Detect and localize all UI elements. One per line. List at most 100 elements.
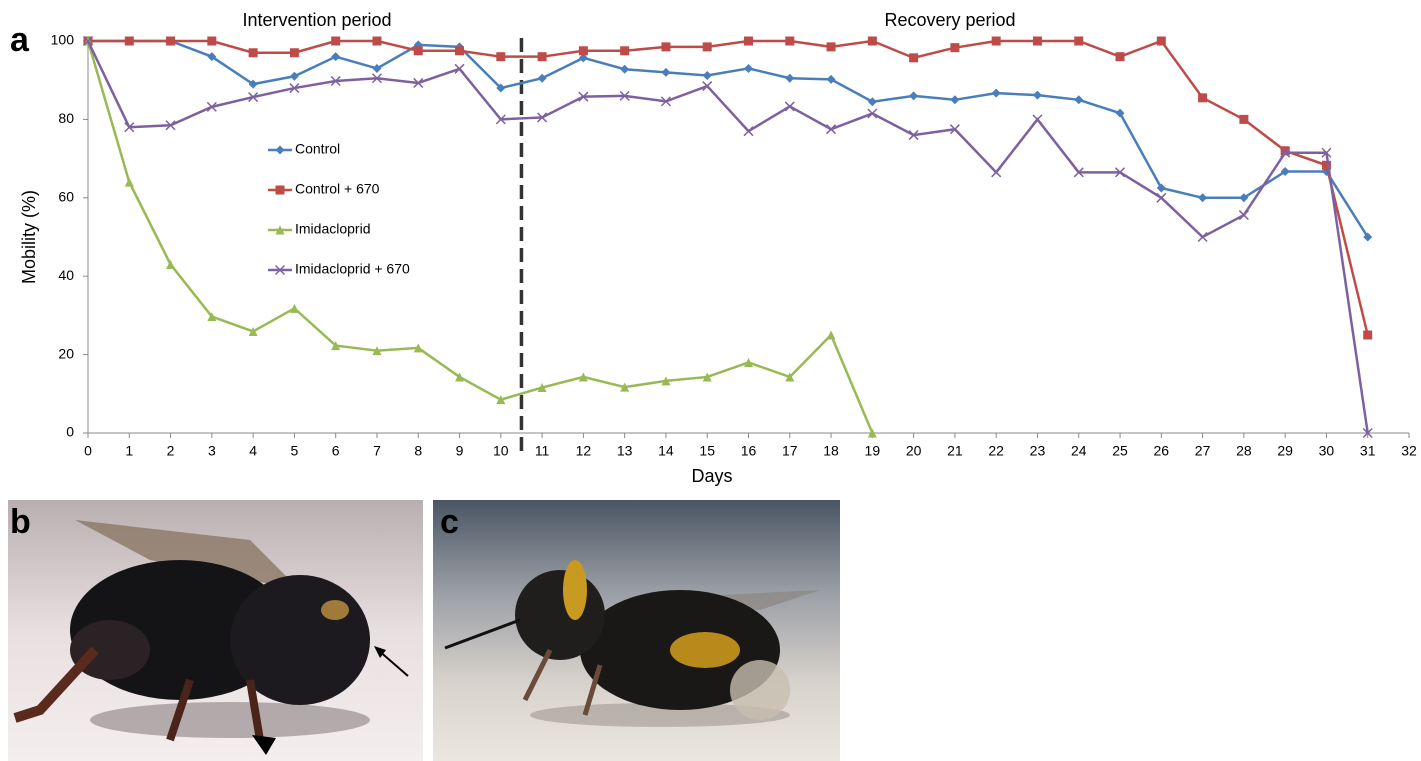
x-tick-label: 12 (576, 443, 592, 459)
marker (1362, 427, 1373, 439)
marker (207, 36, 217, 46)
legend-label: Control + 670 (295, 181, 380, 197)
marker (826, 74, 836, 84)
marker (991, 88, 1001, 98)
marker (785, 372, 795, 382)
marker (867, 428, 877, 438)
x-tick-label: 5 (291, 443, 299, 459)
panel-label: c (440, 503, 459, 541)
marker (124, 36, 134, 46)
photo-c (433, 500, 840, 761)
panel-label: b (10, 503, 31, 541)
marker (578, 53, 588, 63)
marker (578, 372, 588, 382)
marker (661, 42, 671, 52)
x-tick-label: 32 (1401, 443, 1417, 459)
marker (702, 42, 712, 52)
x-tick-label: 24 (1071, 443, 1087, 459)
marker (248, 326, 258, 336)
marker (1032, 114, 1043, 125)
series-line (86, 40, 1369, 434)
marker (454, 63, 465, 74)
y-tick-label: 0 (66, 424, 74, 440)
marker (619, 90, 630, 101)
photo-b (8, 500, 423, 761)
marker (785, 36, 795, 46)
x-tick-label: 7 (373, 443, 381, 459)
annotation: Recovery period (884, 10, 1015, 30)
marker (1363, 232, 1373, 242)
x-tick-label: 9 (456, 443, 464, 459)
marker (496, 52, 506, 62)
marker (495, 114, 506, 125)
marker (1032, 36, 1042, 46)
marker (207, 312, 217, 322)
x-tick-label: 1 (125, 443, 133, 459)
x-tick-label: 29 (1277, 443, 1293, 459)
x-tick-label: 18 (823, 443, 839, 459)
x-tick-label: 16 (741, 443, 757, 459)
y-tick-label: 20 (58, 345, 74, 361)
marker (289, 303, 299, 313)
marker (1115, 52, 1125, 62)
legend-label: Imidacloprid + 670 (295, 261, 410, 277)
y-tick-label: 80 (58, 110, 74, 126)
marker (908, 130, 919, 141)
x-tick-label: 25 (1112, 443, 1128, 459)
marker (826, 42, 836, 52)
marker (1321, 147, 1332, 158)
marker (289, 48, 299, 58)
marker (289, 83, 300, 94)
marker (413, 46, 423, 56)
marker (82, 35, 94, 47)
legend-marker (274, 264, 286, 276)
series-line (88, 39, 1369, 238)
marker (1198, 193, 1208, 203)
marker (455, 372, 465, 382)
x-tick-label: 0 (84, 443, 92, 459)
marker (248, 48, 258, 58)
x-tick-label: 23 (1030, 443, 1046, 459)
x-tick-label: 26 (1154, 443, 1170, 459)
series-line (88, 39, 1369, 336)
marker (496, 83, 506, 93)
marker (1115, 108, 1125, 118)
x-tick-label: 28 (1236, 443, 1252, 459)
marker (413, 343, 423, 353)
marker (702, 70, 712, 80)
marker (165, 120, 176, 131)
marker (661, 67, 671, 77)
marker (867, 97, 877, 107)
marker (744, 36, 753, 46)
x-tick-label: 27 (1195, 443, 1211, 459)
marker (949, 124, 960, 135)
legend-label: Imidacloprid (295, 221, 370, 237)
marker (950, 95, 960, 105)
x-tick-label: 10 (493, 443, 509, 459)
marker (743, 126, 754, 137)
marker (1239, 114, 1249, 124)
marker (124, 122, 135, 133)
y-axis-label: Mobility (%) (19, 190, 39, 284)
series-line (86, 40, 874, 434)
marker (537, 383, 547, 393)
marker (166, 36, 176, 46)
marker (826, 124, 837, 135)
marker (413, 77, 424, 88)
marker (331, 36, 341, 46)
marker (702, 81, 713, 92)
marker (867, 36, 877, 46)
marker (991, 36, 1001, 46)
marker (124, 177, 134, 187)
marker (331, 341, 341, 351)
marker (1363, 330, 1373, 340)
annotation: Intervention period (242, 10, 391, 30)
marker (248, 92, 259, 103)
x-tick-label: 15 (699, 443, 715, 459)
marker (372, 36, 382, 46)
marker (744, 357, 753, 367)
marker (372, 346, 382, 356)
marker (248, 79, 258, 89)
marker (455, 46, 465, 56)
